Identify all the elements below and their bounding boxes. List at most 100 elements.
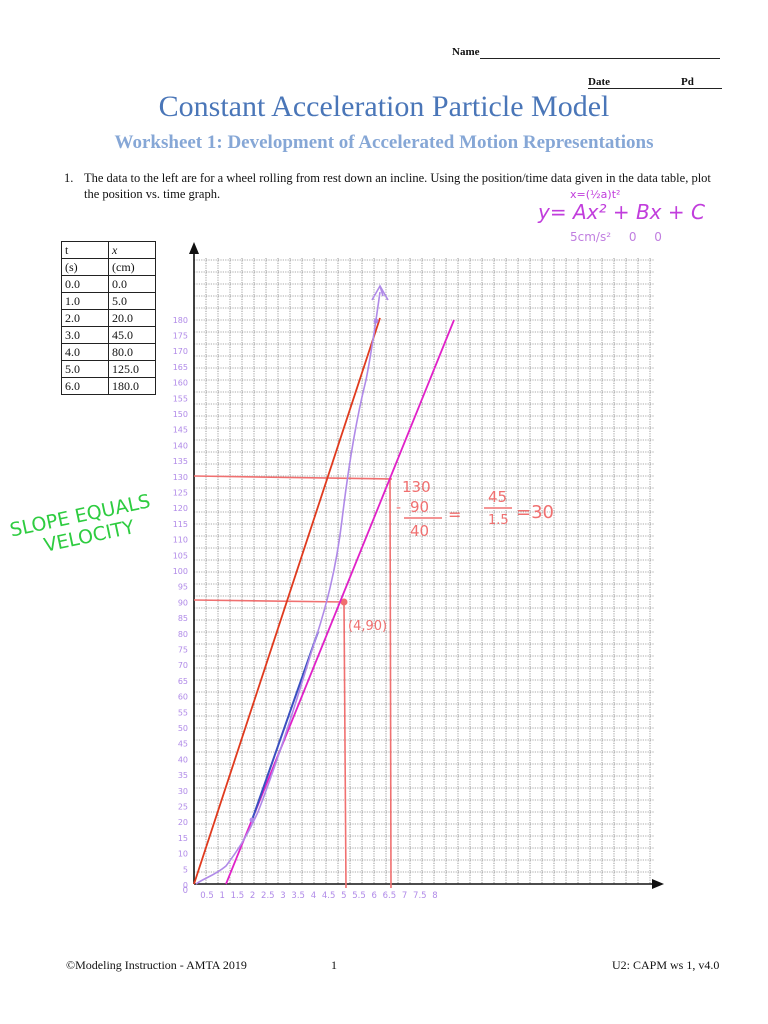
y-tick-label: 160 [173,379,188,388]
footer-page-number: 1 [331,958,337,972]
table-row-cell: 0.0 [108,275,156,293]
table-row: 0.0 0.0 [61,275,156,293]
blue-secant-line [251,631,319,821]
formula-values: 5cm/s² 0 0 [570,230,662,244]
red-tangent-line [193,317,381,885]
guide-90-horizontal [193,599,345,603]
question-text: The data to the left are for a wheel rol… [84,171,711,201]
x-tick-label: 3.5 [291,891,305,901]
y-tick-label: 60 [178,693,188,702]
x-tick-label: 1.5 [231,891,245,901]
x-tick-label: 1 [219,891,224,901]
name-label: Name [452,46,480,58]
x-tick-label: 6 [371,891,376,901]
y-tick-label: 65 [178,677,188,686]
y-tick-label: 35 [178,771,188,780]
y-tick-label: 165 [173,363,188,372]
y-tick-labels: 0 5 10 15 20 25 30 35 40 45 50 55 60 65 70 75 80 85 90 95 10… [173,316,188,890]
table-row-cell: 5.0 [61,360,109,378]
guide-55-vertical [389,477,392,889]
y-tick-label: 20 [178,818,188,827]
x-tick-label: 5.5 [352,891,366,901]
name-field: Name [452,46,720,59]
y-tick-label: 5 [183,865,188,874]
question-1: 1. The data to the left are for a wheel … [64,170,724,202]
y-tick-label: 105 [173,551,188,560]
y-tick-label: 25 [178,803,188,812]
x-tick-label: 8 [432,891,437,901]
data-table: t x (s) (cm) 0.0 0.0 1.0 5.0 2.0 20.0 3.0 45.0 4.0 80… [61,241,156,395]
calc-eq-num: 45 [488,488,507,506]
x-tick-label: 4 [311,891,316,901]
pd-label: Pd [681,76,694,88]
table-row: 3.0 45.0 [61,326,156,344]
name-line [479,46,720,59]
y-tick-label: 150 [173,410,188,419]
footer-copyright: ©Modeling Instruction - AMTA 2019 [66,958,247,972]
table-row: 6.0 180.0 [61,377,156,395]
x-tick-label: 7 [402,891,407,901]
formula: y= Ax² + Bx + C [538,200,705,224]
magenta-tangent-line [225,319,455,885]
page-subtitle: Worksheet 1: Development of Accelerated … [114,132,654,153]
table-row-cell: 45.0 [108,326,156,344]
y-tick-label: 45 [178,740,188,749]
y-tick-label: 115 [173,520,188,529]
calc-minus: - [396,500,401,516]
calc-eq-den: 1.5 [488,513,509,528]
y-tick-label: 95 [178,583,188,592]
y-tick-label: 110 [173,536,188,545]
guide-130-horizontal [193,475,393,480]
guide-4-vertical [343,601,347,889]
date-field: Date Pd [588,76,722,89]
x-tick-label: 3 [280,891,285,901]
y-tick-label: 145 [173,426,188,435]
y-tick-label: 125 [173,489,188,498]
table-row: 5.0 125.0 [61,360,156,378]
graph-grid [194,258,654,884]
y-tick-label: 100 [173,567,188,576]
y-tick-label: 140 [173,441,188,450]
curve-arrow-icon [371,284,389,301]
y-tick-label: 40 [178,755,188,764]
date-pd-line: Date Pd [588,76,722,89]
y-tick-label: 170 [173,347,188,356]
position-curve [195,291,381,885]
y-tick-label: 90 [178,598,188,607]
y-tick-label: 50 [178,724,188,733]
x-tick-label: 5 [341,891,346,901]
y-tick-label: 15 [178,834,188,843]
y-tick-label: 30 [178,787,188,796]
calc-result-left: 40 [410,522,429,540]
graph-axes [189,242,664,889]
calc-num-bottom: 90 [410,498,429,516]
point-label: (4,90) [348,619,387,634]
y-tick-label: 80 [178,630,188,639]
x-tick-label: 6.5 [383,891,397,901]
calc-equals: = [448,505,461,524]
page-title: Constant Acceleration Particle Model [158,90,610,123]
x-tick-label: 0.5 [200,891,214,901]
x-tick-label: 7.5 [413,891,427,901]
calc-num-top: 130 [402,478,431,496]
y-tick-label: 180 [173,316,188,325]
y-tick-label: 75 [178,646,188,655]
x-axis-arrow-icon [652,879,664,889]
origin-label: 0 [183,886,188,896]
curve-point-2 [249,817,255,823]
y-tick-label: 70 [178,661,188,670]
x-tick-label: 2.5 [261,891,275,901]
y-axis-arrow-icon [189,242,199,254]
point-4-90 [340,598,348,606]
curve-point-6 [373,318,379,324]
y-tick-label: 135 [173,457,188,466]
table-row-cell: 180.0 [108,377,156,395]
date-label: Date [588,76,610,88]
footer-version: U2: CAPM ws 1, v4.0 [612,958,720,972]
calc-result: =30 [516,502,554,523]
table-row-cell: 6.0 [61,377,109,395]
y-tick-label: 155 [173,394,188,403]
x-tick-labels: 0.5 1 1.5 2 2.5 3 3.5 4 4.5 5 5.5 6 6.5 7 7.5 8 0 [183,886,438,901]
y-tick-label: 10 [178,850,188,859]
